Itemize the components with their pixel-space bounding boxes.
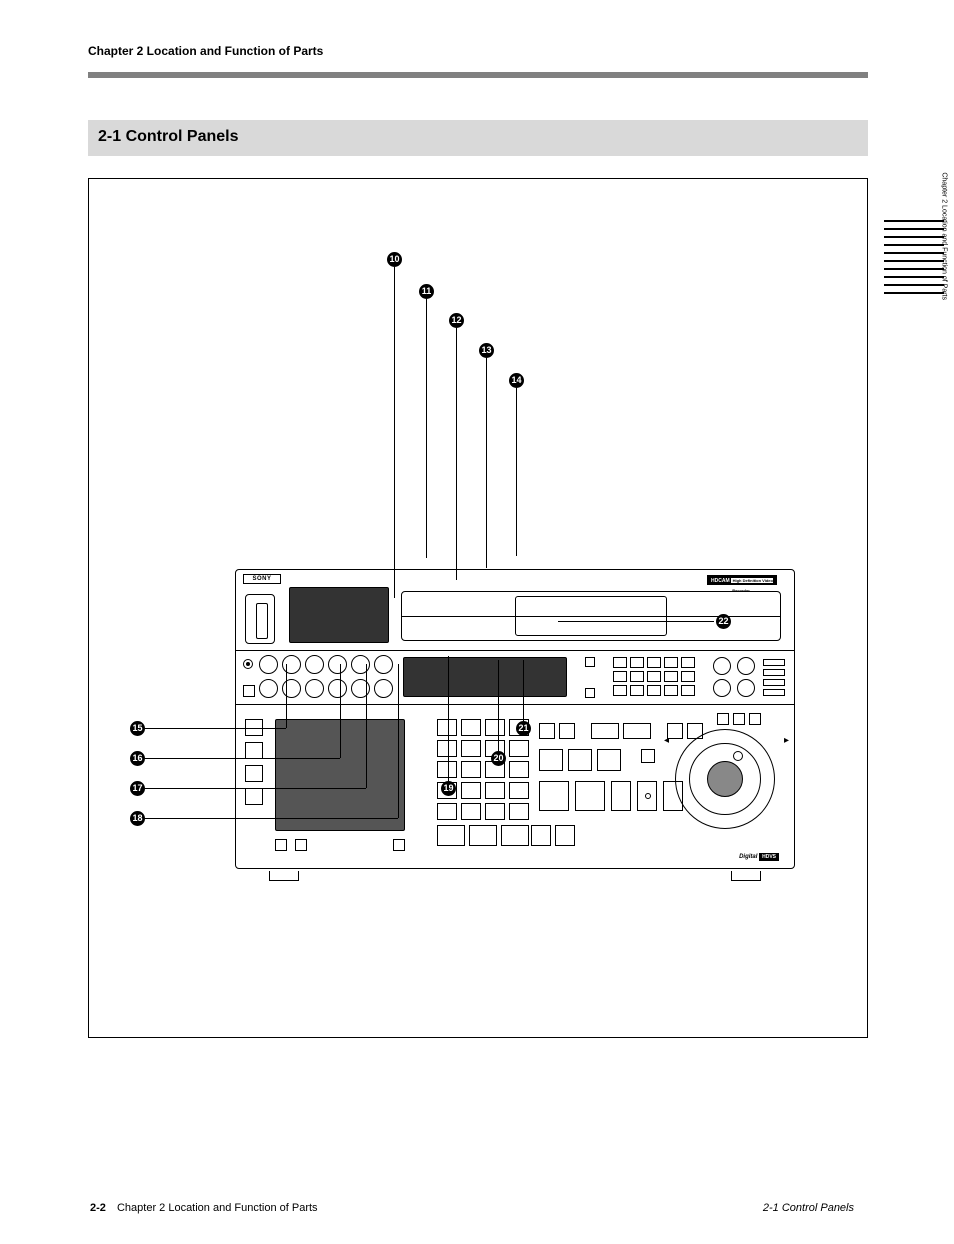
jog-mode-buttons — [717, 713, 761, 725]
monitor-btn-2 — [295, 839, 307, 851]
callout-15: 15 — [130, 721, 145, 736]
leader-line — [394, 267, 395, 598]
footer-chapter: Chapter 2 Location and Function of Parts — [117, 1202, 318, 1214]
callout-18: 18 — [130, 811, 145, 826]
lower-control-panel: ◂ ▸ Digital HDVS — [235, 705, 795, 869]
section-title: 2-1 Control Panels — [98, 128, 238, 146]
jog-shuttle-dial — [675, 729, 775, 829]
callout-14: 14 — [509, 373, 524, 388]
top-rule — [88, 72, 868, 78]
callout-11: 11 — [419, 284, 434, 299]
foot-right — [731, 871, 761, 881]
timecode-display — [403, 657, 567, 697]
leader-line — [366, 664, 367, 788]
leader-line — [286, 664, 287, 728]
indicator-dot — [645, 793, 651, 799]
monitor-btn-1 — [275, 839, 287, 851]
edit-button-row-2 — [531, 825, 575, 846]
mid-right-controls — [713, 657, 785, 699]
footer-right: 2-1 Control Panels — [763, 1202, 854, 1214]
playback-button-row — [539, 781, 683, 811]
leader-line — [456, 328, 457, 580]
leader-line — [145, 728, 286, 729]
leader-line — [523, 660, 524, 728]
brand-badge: SONY — [243, 574, 281, 584]
callout-13: 13 — [479, 343, 494, 358]
leader-line — [145, 818, 398, 819]
leader-line — [145, 758, 340, 759]
format-badge: HDCAMHigh Definition Video Recorder — [707, 575, 777, 585]
callout-16: 16 — [130, 751, 145, 766]
leader-line — [145, 788, 366, 789]
mid-btn-b — [585, 688, 595, 698]
audio-knob-row-1 — [259, 655, 393, 674]
leader-line — [340, 664, 341, 758]
chapter-label: Chapter 2 Location and Function of Parts — [88, 44, 323, 58]
left-button-column — [245, 719, 263, 805]
figure-frame: SONY HDCAMHigh Definition Video Recorder — [88, 178, 868, 1038]
leader-line — [516, 388, 517, 556]
vtr-device-illustration: SONY HDCAMHigh Definition Video Recorder — [235, 569, 795, 869]
callout-17: 17 — [130, 781, 145, 796]
footer-left: 2-2 Chapter 2 Location and Function of P… — [90, 1202, 318, 1214]
callout-12: 12 — [449, 313, 464, 328]
leader-line — [498, 660, 499, 758]
audio-knob-row-2 — [259, 679, 393, 698]
leader-line — [558, 621, 714, 622]
edit-button-row-1 — [437, 825, 529, 846]
digital-badge: Digital HDVS — [739, 853, 779, 861]
page-number: 2-2 — [90, 1202, 106, 1214]
mid-panel — [235, 651, 795, 705]
cue-button-row — [539, 749, 655, 771]
eject-lever — [245, 594, 275, 644]
monitor-btn-3 — [393, 839, 405, 851]
leader-line — [398, 664, 399, 818]
upper-display — [289, 587, 389, 643]
footer-section: 2-1 Control Panels — [763, 1202, 854, 1214]
numeric-keypad — [437, 719, 529, 820]
side-caption: Chapter 2 Location and Function of Parts — [941, 172, 948, 300]
leader-line — [426, 299, 427, 558]
power-led — [243, 659, 253, 669]
callout-22: 22 — [716, 614, 731, 629]
leader-line — [448, 656, 449, 788]
leader-line — [486, 358, 487, 568]
foot-left — [269, 871, 299, 881]
callout-10: 10 — [387, 252, 402, 267]
thumb-index-lines — [884, 220, 944, 294]
jog-arrow-left-icon: ◂ — [664, 735, 669, 746]
jog-arrow-right-icon: ▸ — [784, 735, 789, 746]
mid-button-grid — [613, 657, 695, 696]
mid-small-button — [243, 685, 255, 697]
mid-btn-a — [585, 657, 595, 667]
upper-panel: SONY HDCAMHigh Definition Video Recorder — [235, 569, 795, 651]
